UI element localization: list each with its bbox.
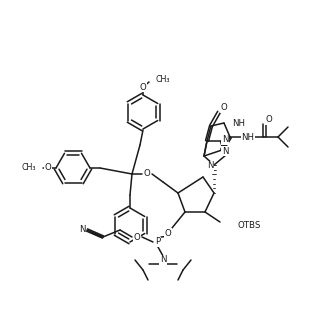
Text: N: N [222, 147, 228, 155]
Text: OTBS: OTBS [237, 221, 260, 230]
Text: O: O [144, 170, 150, 179]
Text: N: N [160, 255, 166, 265]
Text: O: O [221, 104, 227, 113]
Text: O: O [45, 163, 51, 173]
Text: N: N [222, 136, 228, 145]
Text: N: N [79, 224, 85, 234]
Text: NH: NH [232, 119, 245, 128]
Text: P: P [155, 238, 161, 247]
Text: N: N [207, 161, 213, 171]
Text: NH: NH [242, 133, 254, 142]
Text: O: O [266, 115, 272, 124]
Text: CH₃: CH₃ [155, 76, 170, 84]
Text: CH₃: CH₃ [21, 163, 36, 173]
Text: O: O [140, 82, 147, 91]
Text: O: O [134, 233, 140, 242]
Text: O: O [165, 228, 171, 238]
